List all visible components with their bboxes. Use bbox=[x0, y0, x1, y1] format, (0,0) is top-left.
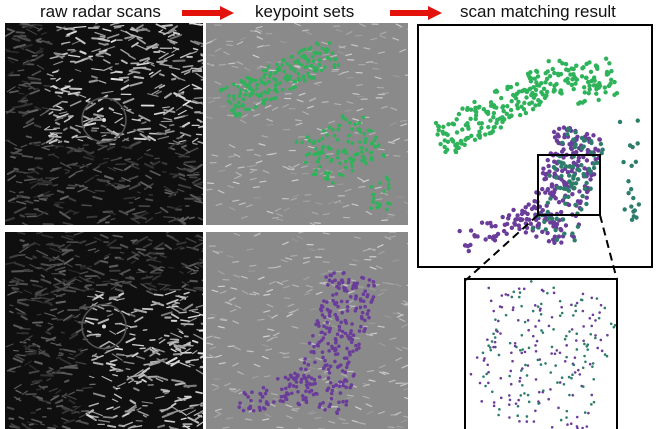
keypoint-set-top bbox=[206, 23, 408, 225]
arrow-right-icon-1 bbox=[182, 6, 234, 20]
arrow-right-icon-2 bbox=[390, 6, 442, 20]
keypoint-set-bottom bbox=[206, 232, 408, 429]
label-keypoint-sets: keypoint sets bbox=[255, 2, 355, 21]
raw-scan-top bbox=[5, 23, 203, 225]
label-raw-radar-scans: raw radar scans bbox=[40, 2, 161, 21]
label-scan-matching-result: scan matching result bbox=[460, 2, 616, 21]
zoom-inset-panel bbox=[464, 278, 618, 429]
raw-scan-bottom bbox=[5, 232, 203, 429]
scan-matching-result-panel bbox=[417, 24, 653, 268]
